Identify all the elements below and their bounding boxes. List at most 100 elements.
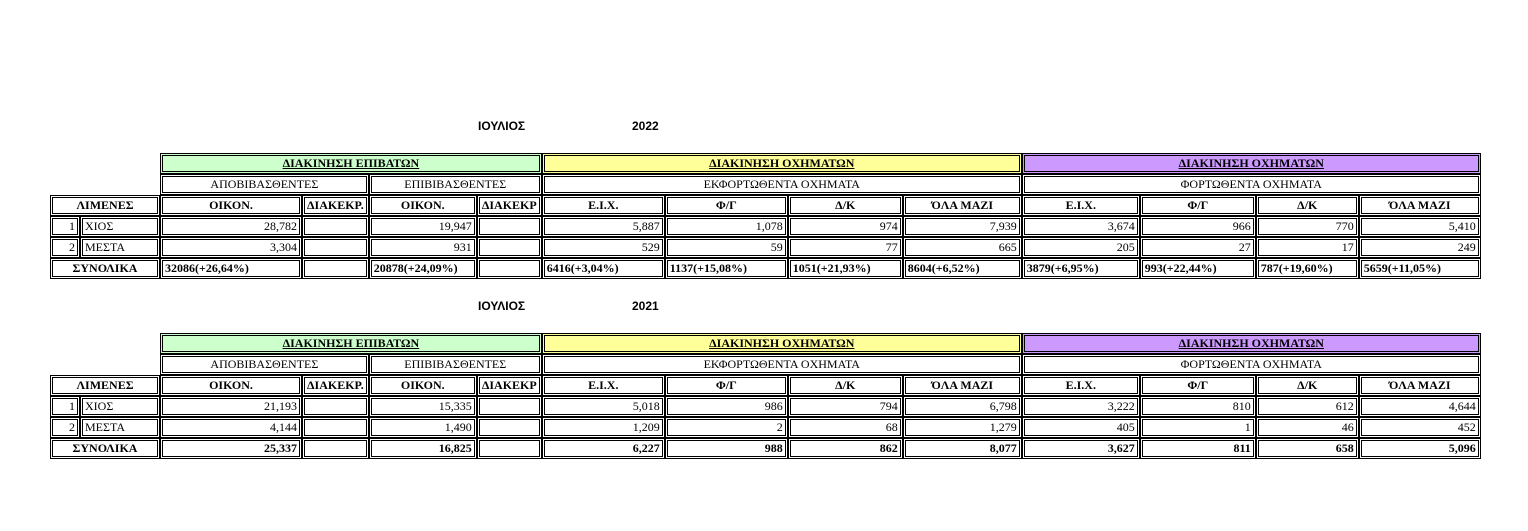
sub-header-unloaded-vehicles: ΕΚΦΟΡΤΩΘΕΝΤΑ ΟΧΗΜΑΤΑ [541,174,1022,195]
port-name: ΧΙΟΣ [80,216,160,237]
column-header: ΌΛΑ ΜΑΖΙ [1358,375,1481,396]
group-header-loaded: ΔΙΑΚΙΝΗΣΗ ΟΧΗΜΑΤΩΝ [1021,153,1481,174]
column-header: Φ/Γ [664,375,788,396]
row-index: 2 [50,417,80,438]
total-cell: 8,077 [902,438,1022,459]
column-header: ΔΙΑΚΕΚΡ. [302,375,369,396]
total-cell: 1051(+21,93%) [787,258,903,279]
group-header-unloaded: ΔΙΑΚΙΝΗΣΗ ΟΧΗΜΑΤΩΝ [541,153,1022,174]
cell [302,237,369,258]
cell: 15,335 [368,396,477,417]
year-label: 2021 [632,299,659,313]
column-header: ΟΙΚΟΝ. [160,195,302,216]
cell: 405 [1021,417,1140,438]
port-name: ΜΕΣΤΑ [80,237,160,258]
column-header: ΔΙΑΚΕΚΡ. [302,195,369,216]
sub-header-embarked: ΕΠΙΒΙΒΑΣΘΕΝΤΕΣ [368,354,542,375]
column-header: ΟΙΚΟΝ. [368,375,477,396]
cell [476,396,542,417]
total-cell: 993(+22,44%) [1139,258,1256,279]
group-header-loaded: ΔΙΑΚΙΝΗΣΗ ΟΧΗΜΑΤΩΝ [1021,333,1481,354]
total-cell: 25,337 [160,438,302,459]
column-header-ports: ΛΙΜΕΝΕΣ [50,375,160,396]
cell [476,417,542,438]
cell: 7,939 [902,216,1022,237]
total-cell [302,258,369,279]
cell: 1,490 [368,417,477,438]
cell [476,216,542,237]
sub-header-unloaded-vehicles: ΕΚΦΟΡΤΩΘΕΝΤΑ ΟΧΗΜΑΤΑ [541,354,1022,375]
total-cell: 20878(+24,09%) [368,258,477,279]
column-header: Δ/Κ [787,195,903,216]
total-cell: 5,096 [1358,438,1481,459]
cell: 6,798 [902,396,1022,417]
month-label: ΙΟΥΛΙΟΣ [478,299,526,313]
cell: 5,018 [541,396,665,417]
cell: 665 [902,237,1022,258]
month-label: ΙΟΥΛΙΟΣ [478,119,526,133]
cell: 2 [664,417,788,438]
cell: 770 [1255,216,1359,237]
cell: 68 [787,417,903,438]
table-row: 1 ΧΙΟΣ 21,193 15,335 5,018 986 794 6,798… [50,396,1481,417]
column-header-ports: ΛΙΜΕΝΕΣ [50,195,160,216]
total-cell: 5659(+11,05%) [1358,258,1481,279]
column-header: Δ/Κ [1255,375,1359,396]
cell: 5,410 [1358,216,1481,237]
cell: 205 [1021,237,1140,258]
cell: 59 [664,237,788,258]
total-cell: 3,627 [1021,438,1140,459]
cell: 986 [664,396,788,417]
cell: 612 [1255,396,1359,417]
sub-header-loaded-vehicles: ΦΟΡΤΩΘΕΝΤΑ ΟΧΗΜΑΤΑ [1021,174,1481,195]
column-header: ΟΙΚΟΝ. [368,195,477,216]
cell: 1,209 [541,417,665,438]
total-cell: 8604(+6,52%) [902,258,1022,279]
row-index: 2 [50,237,80,258]
cell: 966 [1139,216,1256,237]
total-cell: 811 [1139,438,1256,459]
cell: 4,644 [1358,396,1481,417]
total-cell: 862 [787,438,903,459]
total-label: ΣΥΝΟΛΙΚΑ [50,438,160,459]
cell: 77 [787,237,903,258]
total-cell [476,258,542,279]
traffic-table-2022: ΔΙΑΚΙΝΗΣΗ ΕΠΙΒΑΤΩΝ ΔΙΑΚΙΝΗΣΗ ΟΧΗΜΑΤΩΝ ΔΙ… [50,153,1481,279]
cell: 1,078 [664,216,788,237]
table-row: 2 ΜΕΣΤΑ 3,304 931 529 59 77 665 205 27 1… [50,237,1481,258]
total-cell [302,438,369,459]
cell: 46 [1255,417,1359,438]
column-header: ΟΙΚΟΝ. [160,375,302,396]
group-header-passengers: ΔΙΑΚΙΝΗΣΗ ΕΠΙΒΑΤΩΝ [160,153,542,174]
column-header: Ε.Ι.Χ. [541,375,665,396]
traffic-table-2021: ΔΙΑΚΙΝΗΣΗ ΕΠΙΒΑΤΩΝ ΔΙΑΚΙΝΗΣΗ ΟΧΗΜΑΤΩΝ ΔΙ… [50,333,1481,459]
total-cell: 3879(+6,95%) [1021,258,1140,279]
cell: 529 [541,237,665,258]
sub-header-disembarked: ΑΠΟΒΙΒΑΣΘΕΝΤΕΣ [160,174,369,195]
total-row: ΣΥΝΟΛΙΚΑ 25,337 16,825 6,227 988 862 8,0… [50,438,1481,459]
total-cell [476,438,542,459]
total-row: ΣΥΝΟΛΙΚΑ 32086(+26,64%) 20878(+24,09%) 6… [50,258,1481,279]
port-name: ΜΕΣΤΑ [80,417,160,438]
sub-header-embarked: ΕΠΙΒΙΒΑΣΘΕΝΤΕΣ [368,174,542,195]
row-index: 1 [50,396,80,417]
column-header: Φ/Γ [1139,195,1256,216]
column-header: ΔΙΑΚΕΚΡ [476,195,542,216]
year-label: 2022 [632,119,659,133]
cell: 1,279 [902,417,1022,438]
cell [302,396,369,417]
column-header: ΌΛΑ ΜΑΖΙ [1358,195,1481,216]
cell: 21,193 [160,396,302,417]
cell: 4,144 [160,417,302,438]
row-index: 1 [50,216,80,237]
cell: 19,947 [368,216,477,237]
cell [302,216,369,237]
total-cell: 32086(+26,64%) [160,258,302,279]
cell: 931 [368,237,477,258]
column-header: Δ/Κ [1255,195,1359,216]
cell: 1 [1139,417,1256,438]
cell: 452 [1358,417,1481,438]
cell: 27 [1139,237,1256,258]
column-header: Φ/Γ [664,195,788,216]
total-label: ΣΥΝΟΛΙΚΑ [50,258,160,279]
